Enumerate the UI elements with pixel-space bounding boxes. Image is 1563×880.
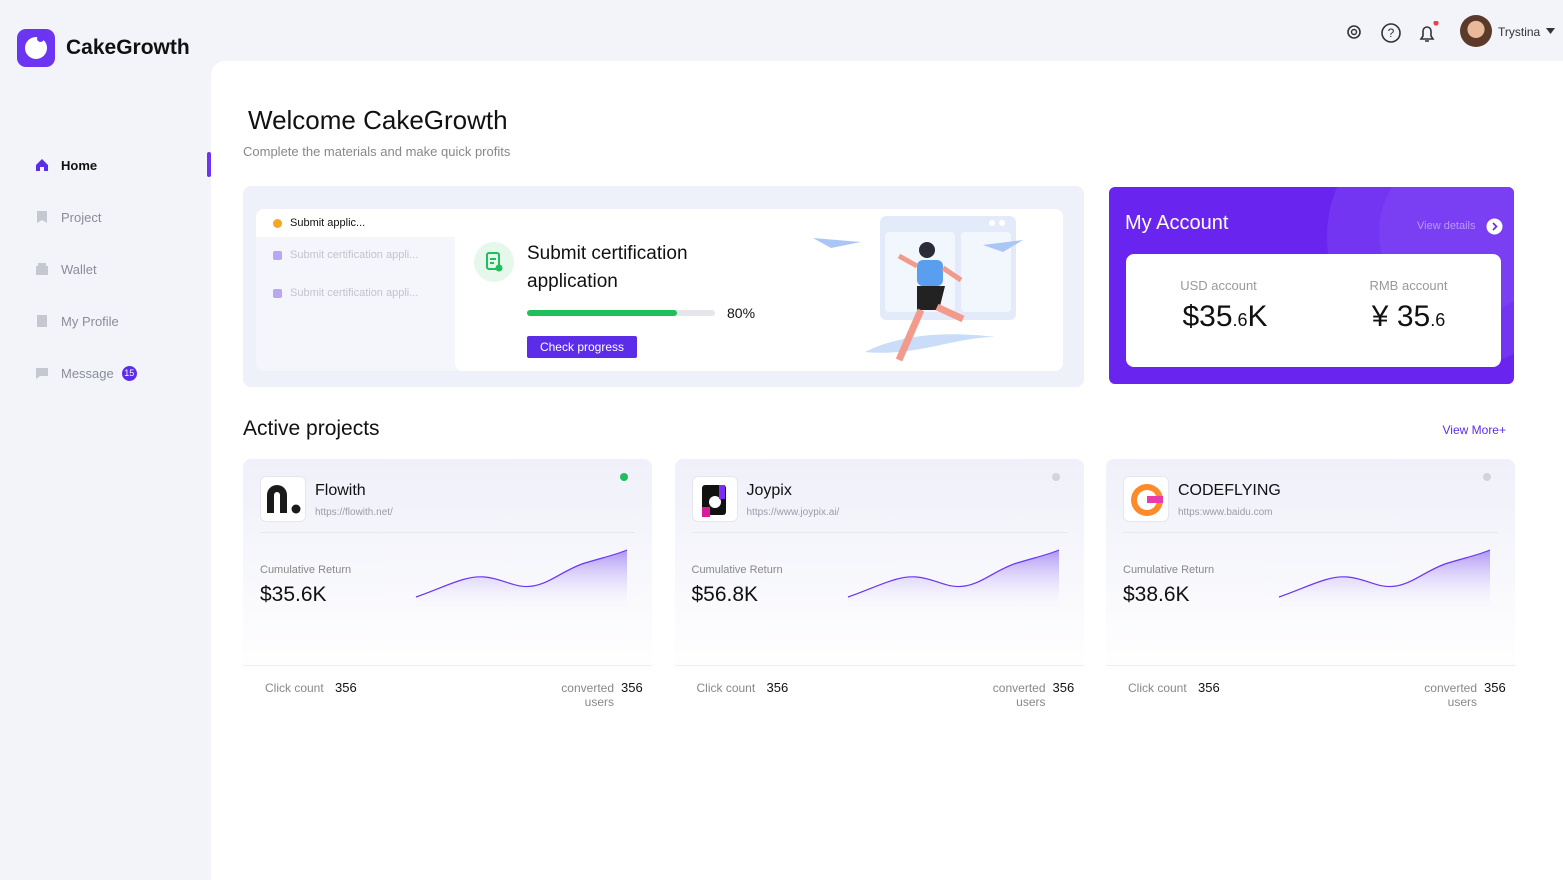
return-value: $56.8K [691,583,759,606]
return-chart [847,549,1061,618]
nav-item[interactable]: Home [35,155,97,175]
project-name: CODEFLYING [1178,482,1281,499]
project-url: https://www.joypix.ai/ [746,507,840,518]
rmb-label: RMB account [1369,278,1448,293]
logo-icon [17,29,55,67]
step-label[interactable]: Submit certification appli... [290,287,419,299]
usd-amount: $35.6K [1182,300,1268,333]
click-count: 356 [1198,680,1220,695]
users-label: converted users [1424,681,1477,709]
users-label: converted users [992,681,1046,709]
click-count: 356 [766,680,789,695]
nav-item[interactable]: Message 15 [35,363,137,383]
step-label[interactable]: Submit certification appli... [290,249,419,261]
return-label: Cumulative Return [691,564,783,576]
users-count: 356 [621,680,643,695]
nav-item[interactable]: My Profile [35,311,119,331]
divider [260,532,635,533]
step-label[interactable]: Submit applic... [290,217,366,229]
return-chart [1278,549,1492,618]
users-label: converted users [561,681,614,709]
click-label: Click count [696,681,756,695]
nav-label[interactable]: Message [61,365,114,381]
users-count: 356 [1484,680,1506,695]
rmb-amount: ¥ 35.6 [1371,300,1446,333]
illustration [813,216,1023,362]
project-card[interactable]: Joypix https://www.joypix.ai/Cumulative R… [674,459,1084,709]
project-card[interactable]: CODEFLYING https:www.baidu.com Cumulative … [1106,459,1515,709]
help-icon[interactable] [1381,23,1401,43]
user-name[interactable]: Trystina [1498,25,1541,39]
usd-label: USD account [1180,278,1257,293]
settings-icon[interactable] [1347,25,1361,39]
top-icons: ? [1347,21,1439,43]
view-details[interactable]: View details [1417,220,1476,232]
project-card[interactable]: Flowith https://flowith.net/Cumulative Re… [243,459,652,709]
account-title: My Account [1125,212,1229,234]
return-value: $38.6K [1123,583,1190,606]
progress-fill [527,310,678,316]
view-more[interactable]: View More+ [1442,423,1506,437]
brand[interactable]: CakeGrowth [66,36,190,59]
caret[interactable] [1546,28,1556,34]
status-dot [620,473,628,481]
project-logo [260,476,306,522]
active-indicator [207,152,211,177]
project-url: https://flowith.net/ [315,507,393,518]
status-dot [1483,473,1491,481]
nav-label[interactable]: My Profile [61,313,119,329]
return-value: $35.6K [260,583,327,606]
return-label: Cumulative Return [260,564,352,576]
status-dot [1051,473,1060,481]
divider [691,532,1067,533]
task-title: Submit certification application [527,243,688,292]
project-name: Joypix [746,482,792,499]
project-logo [691,476,738,522]
click-count: 356 [335,680,357,695]
divider [243,665,652,666]
welcome-title: Welcome CakeGrowth [248,105,508,135]
step-icon [273,219,282,228]
return-chart [415,549,629,618]
step-icon [273,251,282,260]
message-badge: 15 [121,365,137,381]
progress-label: 80% [727,305,756,321]
divider [1106,665,1515,666]
divider [1123,532,1498,533]
divider [674,665,1084,666]
return-label: Cumulative Return [1123,564,1215,576]
nav-label[interactable]: Wallet [61,261,97,277]
progress-track [527,310,715,316]
avatar[interactable] [1460,15,1492,47]
svg-text:?: ? [1388,26,1395,40]
check-progress-button[interactable]: Check progress [527,336,637,358]
nav-item[interactable]: Project [35,207,101,227]
nav-label[interactable]: Project [61,209,102,225]
projects-title: Active projects [243,417,380,440]
bell-icon[interactable] [1419,26,1435,42]
account-balances: USD account $35.6K RMB account ¥ 35.6 [1126,254,1501,367]
project-name: Flowith [315,482,366,499]
step-icon [273,289,282,298]
step-active-bg [256,209,455,237]
click-label: Click count [265,681,324,695]
nav-label[interactable]: Home [61,157,98,173]
project-logo [1123,476,1169,522]
task-icon [474,242,514,282]
project-url: https:www.baidu.com [1178,507,1273,518]
view-details-icon[interactable] [1486,218,1503,235]
click-label: Click count [1128,681,1187,695]
nav-item[interactable]: Wallet [35,259,97,279]
users-count: 356 [1052,680,1075,695]
welcome-subtitle: Complete the materials and make quick pr… [243,144,511,159]
